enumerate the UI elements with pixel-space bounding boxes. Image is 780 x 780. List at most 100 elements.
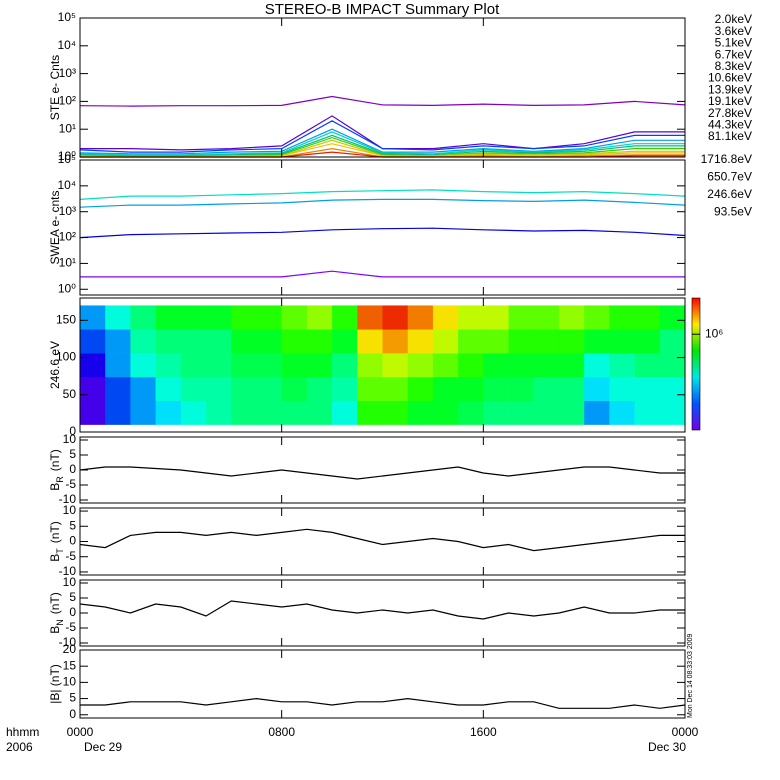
legend-entry: 1716.8eV xyxy=(701,152,752,166)
heat-cell xyxy=(231,376,257,402)
heat-cell xyxy=(483,353,509,378)
heat-cell xyxy=(584,305,610,330)
heat-cell xyxy=(357,305,383,330)
y-tick-label: -10 xyxy=(59,492,77,506)
heat-cell xyxy=(256,400,282,425)
y-label-sub: T xyxy=(55,548,65,554)
heat-cell xyxy=(256,353,282,378)
y-tick-label: 10² xyxy=(59,94,76,108)
heat-cell xyxy=(634,400,661,425)
heat-cell xyxy=(432,353,459,378)
heat-cell xyxy=(306,400,333,425)
y-tick-label: 10 xyxy=(63,503,77,517)
y-tick-label: 10 xyxy=(63,575,77,589)
y-tick-label: 10 xyxy=(63,432,77,446)
heat-cell xyxy=(256,305,282,330)
series-line xyxy=(80,115,685,151)
heat-cell xyxy=(180,305,207,330)
color-bar xyxy=(691,297,701,431)
heat-cell xyxy=(357,353,383,378)
heat-cell xyxy=(332,376,358,402)
series-line xyxy=(79,600,685,620)
y-tick-label: -10 xyxy=(59,635,77,649)
y-tick-label: 5 xyxy=(69,590,76,604)
heat-cell xyxy=(206,305,232,330)
heat-cell xyxy=(609,353,635,378)
heat-cell xyxy=(659,305,686,330)
y-axis-label: BR (nT) xyxy=(48,449,65,491)
heat-cell xyxy=(206,329,232,354)
heat-cell xyxy=(634,353,661,378)
heat-cell xyxy=(80,329,106,354)
y-tick-label: 10³ xyxy=(59,204,76,218)
heat-cell xyxy=(206,400,232,425)
heat-cell xyxy=(130,353,156,378)
heat-cell xyxy=(558,353,585,378)
heat-cell xyxy=(458,400,484,425)
y-label-unit: (nT) xyxy=(48,521,62,543)
heat-cell xyxy=(382,376,409,402)
heat-cell xyxy=(432,305,459,330)
y-tick-label: 0 xyxy=(69,534,76,548)
y-tick-label: 10⁵ xyxy=(58,152,76,166)
y-tick-label: 150 xyxy=(56,313,76,327)
heat-cell xyxy=(231,305,257,330)
heat-cell xyxy=(306,353,333,378)
series-line xyxy=(79,131,685,156)
heat-cell xyxy=(609,329,635,354)
y-tick-label: 15 xyxy=(63,658,77,672)
heat-cell xyxy=(80,353,106,378)
heat-cell xyxy=(432,376,459,402)
heat-cell xyxy=(407,353,434,378)
heat-cell xyxy=(533,376,560,402)
legend-entry: 246.6eV xyxy=(707,187,752,201)
legend-entry: 10.6keV xyxy=(708,71,752,85)
heat-cell xyxy=(180,329,207,354)
heat-cell xyxy=(231,353,257,378)
heat-cell xyxy=(609,305,635,330)
y-axis-label: BN (nT) xyxy=(48,592,65,634)
legend-entry: 44.3keV xyxy=(708,117,752,131)
heat-cell xyxy=(508,305,535,330)
heat-cell xyxy=(508,329,535,354)
y-tick-label: -5 xyxy=(65,620,76,634)
panel-frame xyxy=(79,579,686,647)
heat-cell xyxy=(281,400,308,425)
heat-cell xyxy=(80,305,106,330)
legend-entry: 93.5eV xyxy=(714,205,752,219)
y-tick-label: 5 xyxy=(69,691,76,705)
y-label-sub: R xyxy=(55,476,65,483)
heat-cell xyxy=(281,376,308,402)
series-line xyxy=(80,270,685,278)
heat-cell xyxy=(130,400,156,425)
heat-cell xyxy=(306,305,333,330)
heat-cell xyxy=(382,353,409,378)
heat-cell xyxy=(584,400,610,425)
series-line xyxy=(79,189,686,200)
heat-cell xyxy=(155,353,182,378)
x-tick-label: 0000 xyxy=(67,725,94,739)
y-label-unit: (nT) xyxy=(48,592,62,614)
heat-cell xyxy=(533,305,560,330)
heat-cell xyxy=(357,329,383,354)
heat-cell xyxy=(256,376,282,402)
legend-entry: 2.0keV xyxy=(715,12,752,26)
heat-cell xyxy=(130,305,156,330)
series-line xyxy=(80,136,685,157)
heat-cell xyxy=(155,305,182,330)
heat-cell xyxy=(281,329,308,354)
heat-cell xyxy=(407,376,434,402)
y-tick-label: 10² xyxy=(59,230,76,244)
heat-cell xyxy=(357,400,383,425)
heat-cell xyxy=(407,329,434,354)
series-line xyxy=(79,128,685,155)
heat-cell xyxy=(558,376,585,402)
y-label-unit: (nT) xyxy=(48,449,62,471)
heat-cell xyxy=(105,329,131,354)
heat-cell xyxy=(533,329,560,354)
start-date: Dec 29 xyxy=(84,740,122,754)
y-tick-label: 0 xyxy=(69,424,76,438)
heat-cell xyxy=(584,353,610,378)
heat-cell xyxy=(483,400,509,425)
heat-cell xyxy=(508,400,535,425)
